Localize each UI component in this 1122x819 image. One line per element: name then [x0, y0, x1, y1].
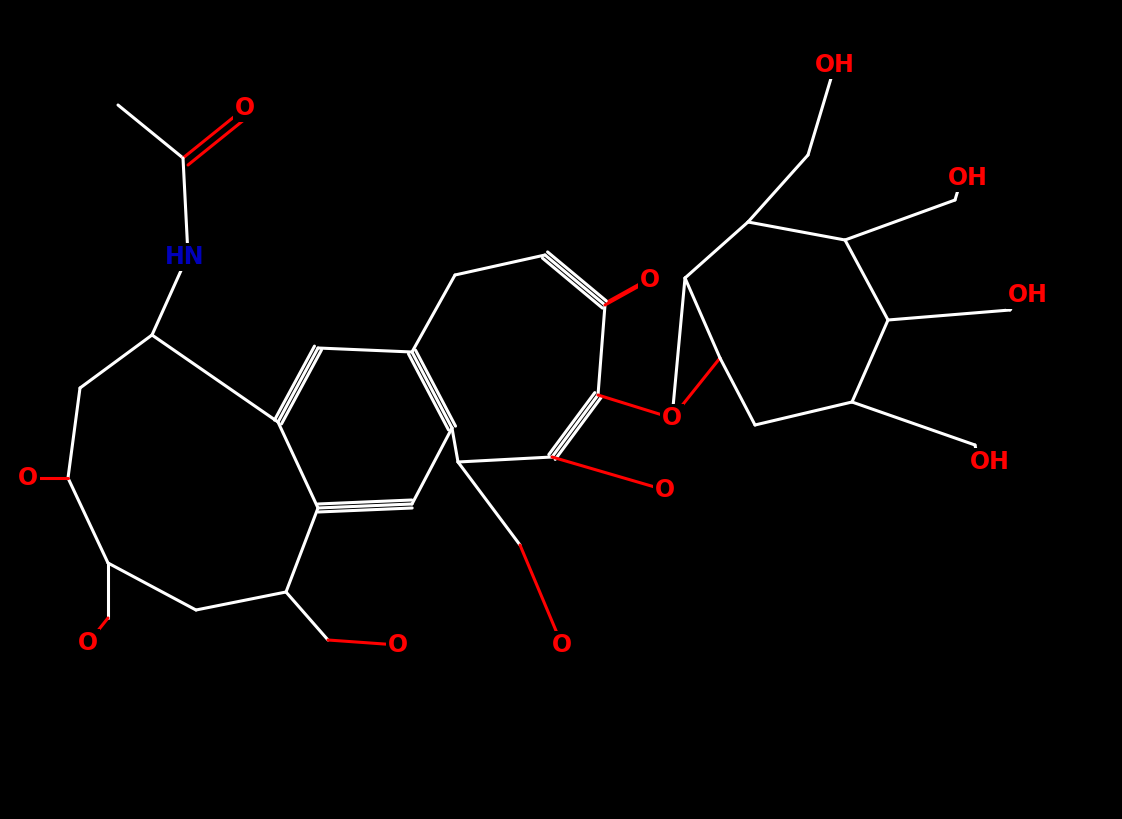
Text: OH: OH	[1008, 283, 1048, 307]
Text: O: O	[640, 268, 660, 292]
Text: OH: OH	[815, 53, 855, 77]
Text: OH: OH	[971, 450, 1010, 474]
Text: OH: OH	[948, 166, 988, 190]
Text: HN: HN	[165, 245, 204, 269]
Text: O: O	[18, 466, 38, 490]
Text: O: O	[662, 406, 682, 430]
Text: O: O	[234, 96, 255, 120]
Text: O: O	[77, 631, 98, 655]
Text: O: O	[655, 478, 675, 502]
Text: O: O	[552, 633, 572, 657]
Text: O: O	[388, 633, 408, 657]
